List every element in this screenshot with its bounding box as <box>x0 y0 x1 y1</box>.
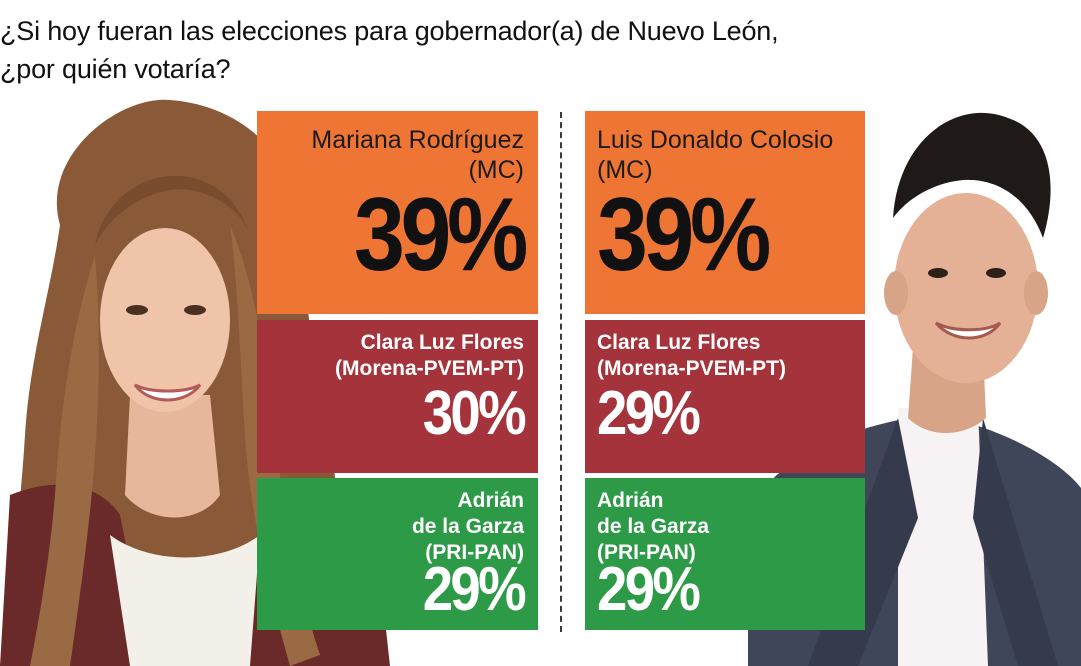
result-box-lead-right: Luis Donaldo Colosio (MC) 39% <box>585 111 865 314</box>
result-box-third-left: Adrián de la Garza (PRI-PAN) 29% <box>257 478 538 630</box>
candidate-party: (Morena-PVEM-PT) <box>597 357 786 380</box>
result-box-third-right: Adrián de la Garza (PRI-PAN) 29% <box>585 478 865 630</box>
question-line-2: ¿por quién votaría? <box>0 54 231 84</box>
result-box-second-left: Clara Luz Flores (Morena-PVEM-PT) 30% <box>257 320 538 473</box>
candidate-name-line1: Adrián <box>457 489 524 512</box>
candidate-name: Clara Luz Flores <box>597 331 761 354</box>
candidate-party: (MC) <box>597 156 653 184</box>
candidate-name-line2: de la Garza <box>411 515 524 538</box>
candidate-percentage: 30% <box>422 379 527 448</box>
candidate-party: (PRI-PAN) <box>597 541 696 564</box>
column-divider <box>560 112 562 632</box>
candidate-percentage: 29% <box>597 379 701 448</box>
candidate-percentage: 39% <box>354 177 528 293</box>
candidate-percentage: 39% <box>597 177 771 293</box>
candidate-name: Clara Luz Flores <box>360 331 524 354</box>
result-box-second-right: Clara Luz Flores (Morena-PVEM-PT) 29% <box>585 320 865 473</box>
candidate-name: Mariana Rodríguez <box>311 126 524 154</box>
candidate-percentage: 29% <box>422 555 527 624</box>
candidate-party: (PRI-PAN) <box>425 541 524 564</box>
candidate-name-line2: de la Garza <box>597 515 710 538</box>
survey-question: ¿Si hoy fueran las elecciones para gober… <box>0 12 900 88</box>
candidate-party: (MC) <box>468 156 524 184</box>
candidate-party: (Morena-PVEM-PT) <box>335 357 524 380</box>
result-box-lead-left: Mariana Rodríguez (MC) 39% <box>257 111 538 314</box>
question-line-1: ¿Si hoy fueran las elecciones para gober… <box>0 16 779 46</box>
candidate-name: Luis Donaldo Colosio <box>597 126 834 154</box>
candidate-name-line1: Adrián <box>597 489 664 512</box>
candidate-percentage: 29% <box>597 555 701 624</box>
